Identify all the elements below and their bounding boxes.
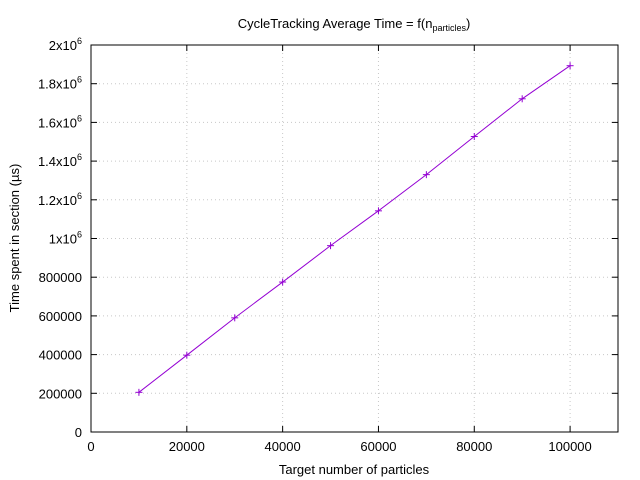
data-point xyxy=(518,95,526,103)
y-tick-label: 1.4x106 xyxy=(38,152,82,169)
y-tick-label: 1.8x106 xyxy=(38,75,82,92)
data-point xyxy=(183,351,191,359)
series-plot xyxy=(135,62,574,396)
x-tick-label: 40000 xyxy=(265,439,301,454)
data-point xyxy=(231,314,239,322)
y-tick-label: 0 xyxy=(75,425,82,440)
y-tick-label: 600000 xyxy=(39,309,82,324)
series-line xyxy=(138,65,571,393)
x-tick-label: 80000 xyxy=(456,439,492,454)
chart-title: CycleTracking Average Time = f(nparticle… xyxy=(238,16,471,33)
y-tick-label: 1x106 xyxy=(49,230,82,247)
x-axis-label: Target number of particles xyxy=(279,462,430,477)
y-tick-label: 2x106 xyxy=(49,36,82,53)
x-tick-label: 20000 xyxy=(169,439,205,454)
data-point xyxy=(279,278,287,286)
data-point xyxy=(135,388,143,396)
y-tick-label: 1.2x106 xyxy=(38,191,82,208)
y-tick-label: 200000 xyxy=(39,386,82,401)
data-point xyxy=(422,171,430,179)
x-tick-label: 0 xyxy=(87,439,94,454)
x-tick-label: 60000 xyxy=(360,439,396,454)
data-point xyxy=(566,62,574,70)
y-tick-labels: 0 200000 400000 600000 800000 1x106 1.2x106 1.4… xyxy=(38,36,82,440)
plot-frame xyxy=(90,44,619,433)
grid-lines xyxy=(91,45,618,432)
data-point xyxy=(470,133,478,141)
x-tick-label: 100000 xyxy=(548,439,591,454)
y-tick-label: 400000 xyxy=(39,348,82,363)
data-point xyxy=(327,242,335,250)
x-tick-labels: 0 20000 40000 60000 80000 100000 xyxy=(87,439,591,454)
data-point xyxy=(374,207,382,215)
y-tick-label: 800000 xyxy=(39,270,82,285)
axis-ticks xyxy=(90,44,618,433)
y-axis-label: Time spent in section (µs) xyxy=(7,164,22,313)
y-tick-label: 1.6x106 xyxy=(38,113,82,130)
